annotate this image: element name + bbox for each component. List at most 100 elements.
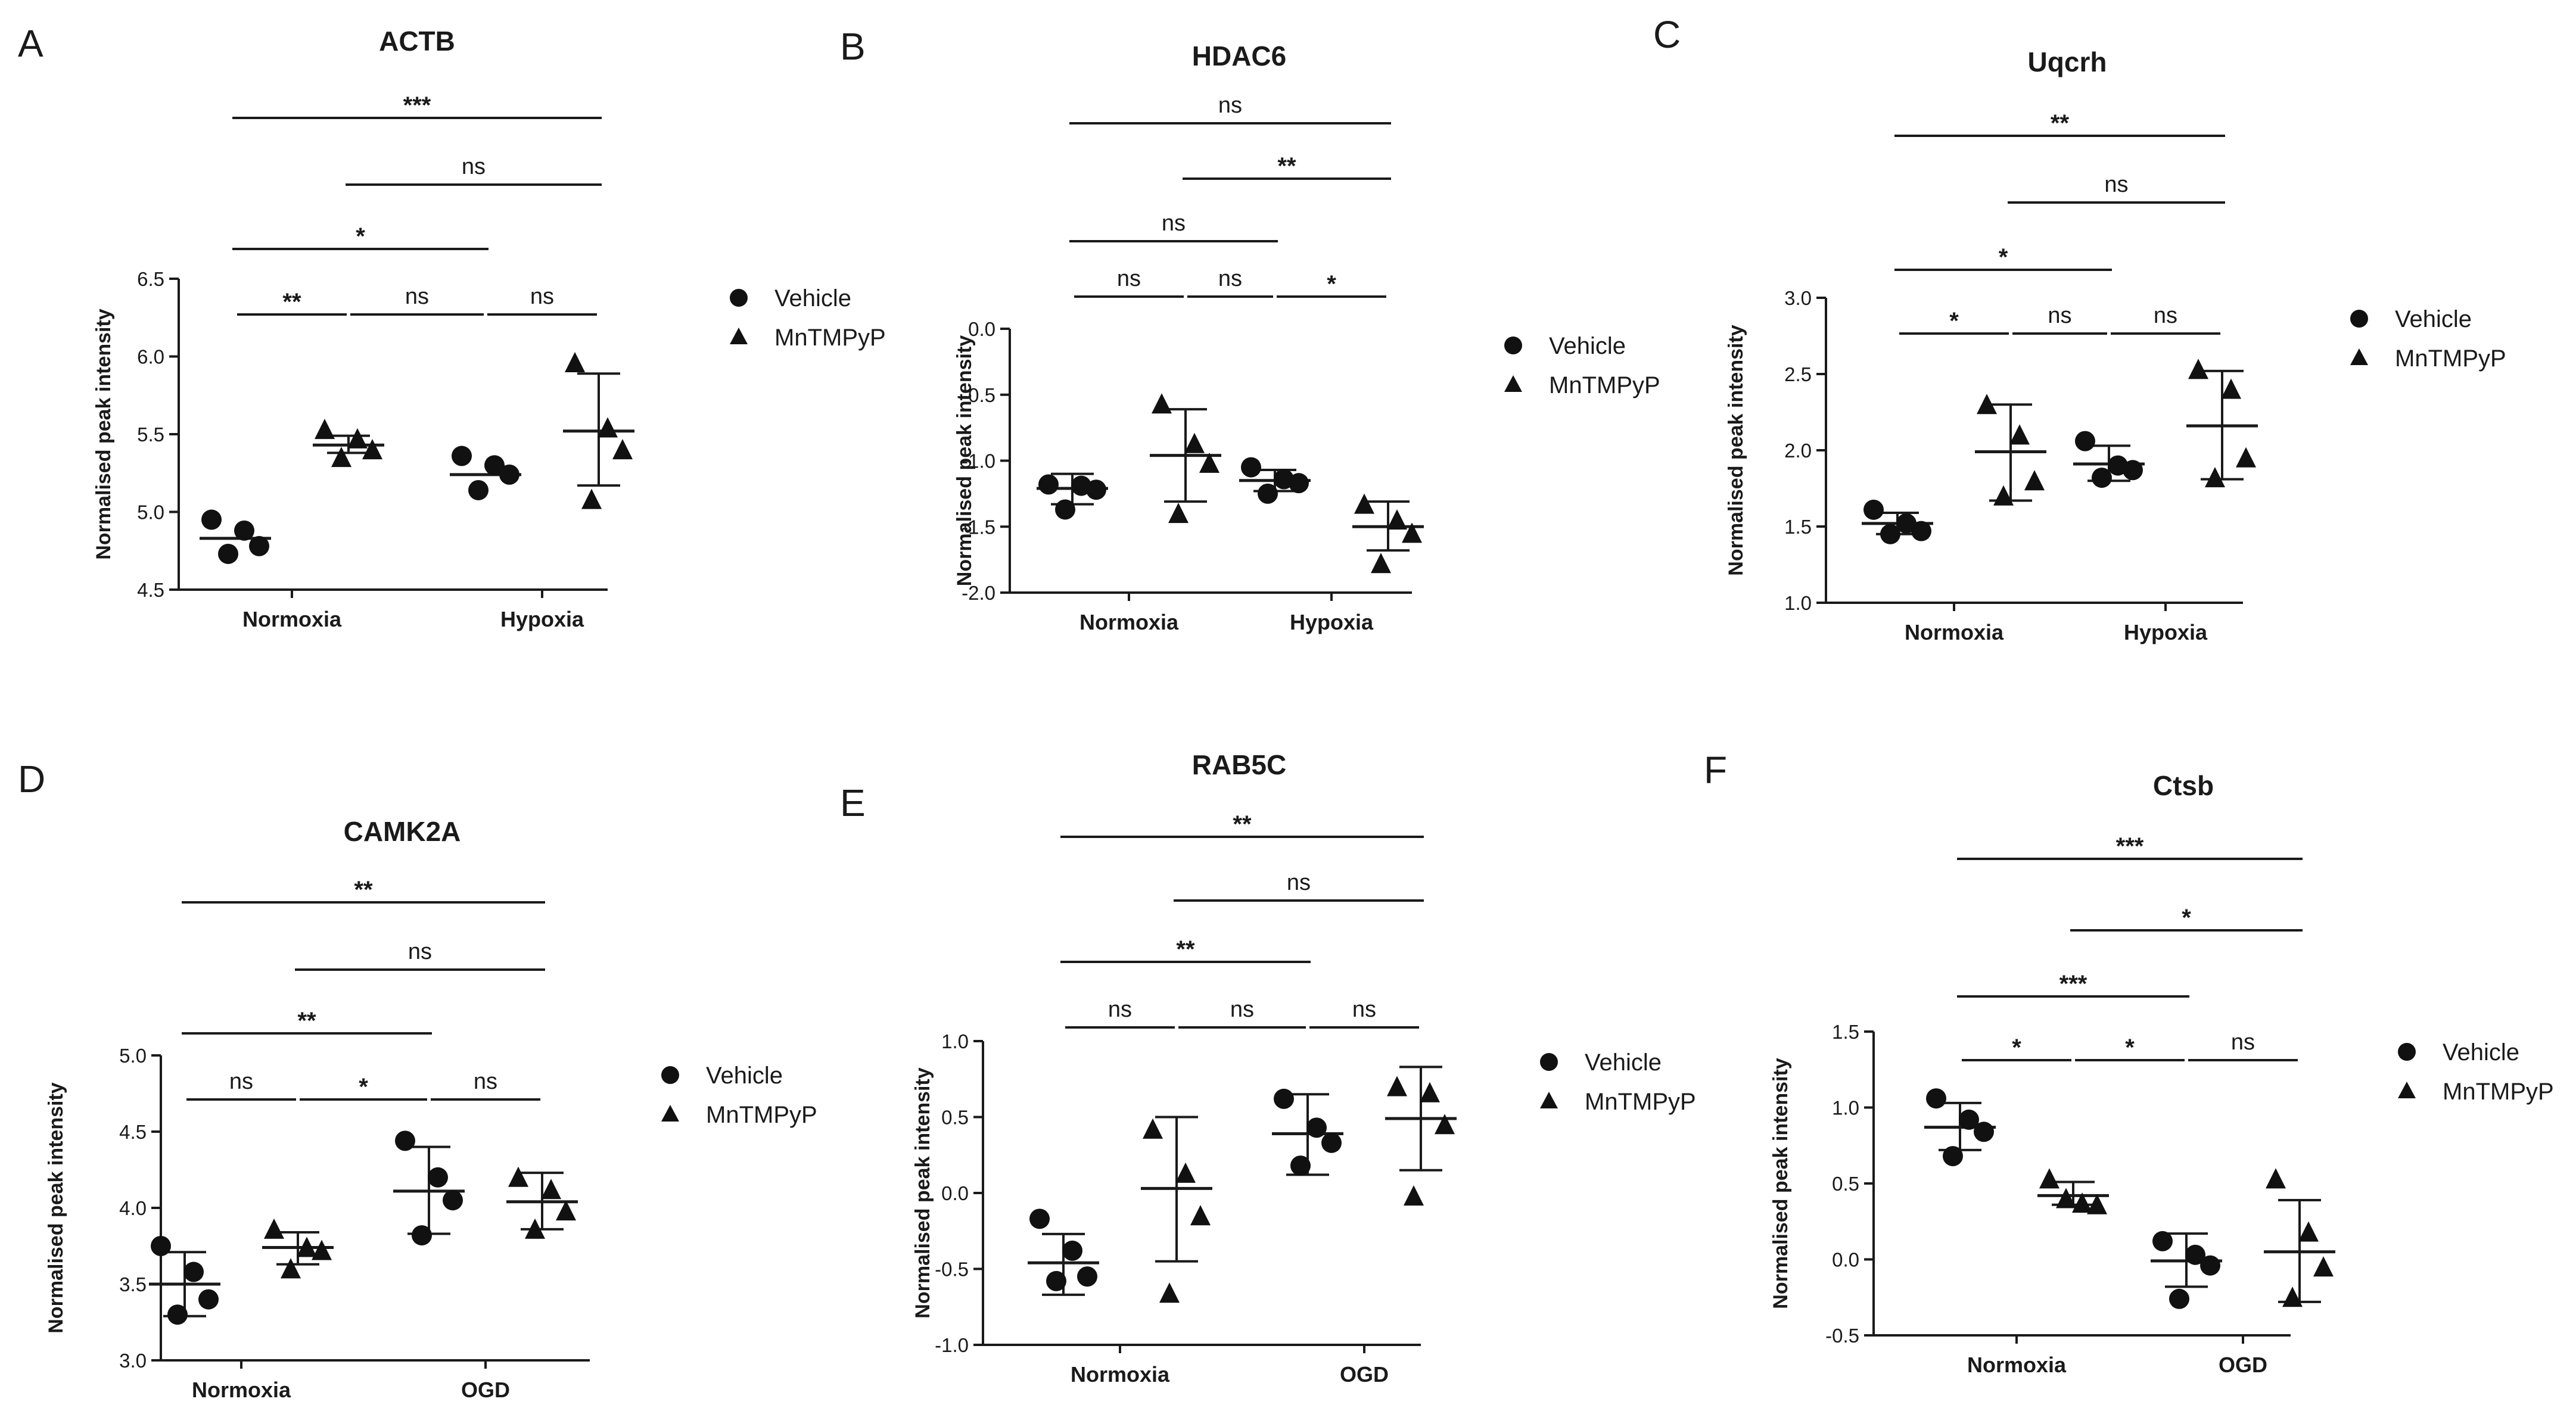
significance-label: * <box>2125 1035 2135 1061</box>
data-point-triangle <box>2056 1188 2076 1208</box>
y-tick-label: 2.5 <box>1784 363 1812 385</box>
data-point-triangle <box>1402 522 1422 543</box>
data-point-circle <box>234 520 254 541</box>
significance-label: ns <box>1218 93 1242 118</box>
data-point-triangle <box>1387 509 1407 530</box>
data-point-circle <box>198 1289 219 1310</box>
chart-title: Uqcrh <box>2028 46 2107 77</box>
panel-letter: D <box>18 758 45 800</box>
y-tick-label: 5.0 <box>119 1045 147 1067</box>
data-point-triangle <box>347 428 368 448</box>
data-point-triangle <box>2266 1168 2286 1189</box>
data-point-triangle <box>565 351 585 372</box>
data-point-circle <box>1274 1088 1294 1109</box>
legend-marker-circle <box>1540 1053 1558 1071</box>
significance-label: * <box>2012 1035 2021 1061</box>
chart-title: Ctsb <box>2153 770 2214 801</box>
y-axis-label: Normalised peak intensity <box>911 1067 934 1318</box>
data-point-circle <box>1306 1117 1327 1138</box>
data-point-triangle <box>2313 1256 2334 1277</box>
data-point-triangle <box>1143 1118 1163 1139</box>
significance-label: * <box>359 1074 368 1100</box>
data-point-triangle <box>612 439 633 460</box>
data-point-circle <box>2169 1288 2189 1309</box>
y-tick-label: -0.5 <box>935 1259 969 1281</box>
x-tick-label: Normoxia <box>1967 1353 2067 1377</box>
series-vehicle <box>393 1130 465 1246</box>
significance-label: ns <box>530 284 554 309</box>
panel-f: F Ctsb -0.5 0.0 0.5 1.0 1.5 Normoxia OGD Normalis… <box>1704 749 2554 1377</box>
data-point-triangle <box>2024 470 2045 491</box>
data-point-circle <box>1943 1146 1963 1167</box>
series-vehicle <box>1924 1088 1996 1167</box>
significance-label: ns <box>2231 1030 2255 1055</box>
series-vehicle <box>1239 457 1311 504</box>
significance-label: ** <box>354 877 373 903</box>
data-point-circle <box>1926 1088 1946 1109</box>
data-point-circle <box>2185 1244 2205 1265</box>
data-point-circle <box>1062 1240 1082 1261</box>
legend: Vehicle MnTMPyP <box>1504 333 1660 398</box>
legend: Vehicle MnTMPyP <box>2398 1039 2554 1105</box>
y-tick-label: 1.5 <box>1784 516 1812 538</box>
y-tick-label: -1.0 <box>962 450 995 472</box>
legend-label-mntmpyp: MnTMPyP <box>1585 1089 1696 1115</box>
y-tick-label: 0.0 <box>968 318 995 340</box>
legend-label-vehicle: Vehicle <box>2443 1039 2519 1066</box>
data-point-circle <box>249 535 269 556</box>
legend-label-mntmpyp: MnTMPyP <box>1549 372 1660 398</box>
data-point-circle <box>428 1167 448 1188</box>
data-point-triangle <box>331 447 351 468</box>
x-tick-label: Normoxia <box>242 607 342 631</box>
chart-title: HDAC6 <box>1192 41 1286 71</box>
data-point-triangle <box>2298 1221 2319 1242</box>
significance-label: * <box>356 223 365 250</box>
data-point-triangle <box>297 1236 317 1257</box>
series-vehicle <box>1028 1208 1099 1296</box>
data-point-triangle <box>1159 1282 1180 1303</box>
series-vehicle <box>2151 1231 2222 1309</box>
data-point-circle <box>1880 524 1900 544</box>
y-tick-label: -2.0 <box>962 582 995 604</box>
data-point-circle <box>151 1236 171 1256</box>
legend-marker-circle <box>2350 310 2368 328</box>
significance-label: ns <box>1162 211 1186 236</box>
data-point-triangle <box>1993 485 2014 506</box>
x-tick-label: Hypoxia <box>2124 620 2208 644</box>
legend-label-vehicle: Vehicle <box>774 285 851 311</box>
significance-label: ns <box>1117 266 1141 291</box>
data-point-triangle <box>1168 503 1189 524</box>
data-point-circle <box>395 1130 415 1151</box>
legend-label-vehicle: Vehicle <box>706 1063 783 1089</box>
series-mntmpyp <box>262 1218 334 1279</box>
significance-label: ns <box>462 154 486 179</box>
data-point-triangle <box>2282 1286 2303 1307</box>
data-point-triangle <box>2205 467 2225 488</box>
legend-label-mntmpyp: MnTMPyP <box>2443 1079 2554 1105</box>
legend-marker-circle <box>661 1066 679 1084</box>
data-point-triangle <box>556 1200 576 1221</box>
legend-marker-circle <box>2398 1043 2416 1061</box>
y-tick-label: 0.0 <box>1832 1249 1859 1271</box>
data-point-triangle <box>2039 1168 2059 1189</box>
data-point-triangle <box>1977 394 1997 415</box>
data-point-triangle <box>315 419 335 440</box>
significance-label: ns <box>408 939 432 964</box>
data-point-circle <box>412 1225 432 1246</box>
x-tick-label: OGD <box>461 1378 510 1402</box>
y-axis-label: Normalised peak intensity <box>1725 325 1747 575</box>
data-point-circle <box>2092 468 2112 488</box>
data-point-circle <box>1863 499 1884 520</box>
y-tick-label: 4.5 <box>119 1121 147 1143</box>
y-tick-label: 1.0 <box>1784 592 1812 614</box>
significance-label: ns <box>405 284 429 309</box>
panel-e: E RAB5C -1.0 -0.5 0.0 0.5 1.0 Normoxia OGD Normal… <box>840 749 1696 1387</box>
series-mntmpyp <box>1975 394 2046 506</box>
legend: Vehicle MnTMPyP <box>730 285 886 351</box>
series-vehicle <box>2073 431 2145 488</box>
series-vehicle <box>1862 499 1933 544</box>
data-point-circle <box>1289 473 1309 494</box>
data-point-circle <box>1038 474 1059 495</box>
data-point-circle <box>218 543 238 564</box>
data-point-circle <box>2123 460 2143 481</box>
